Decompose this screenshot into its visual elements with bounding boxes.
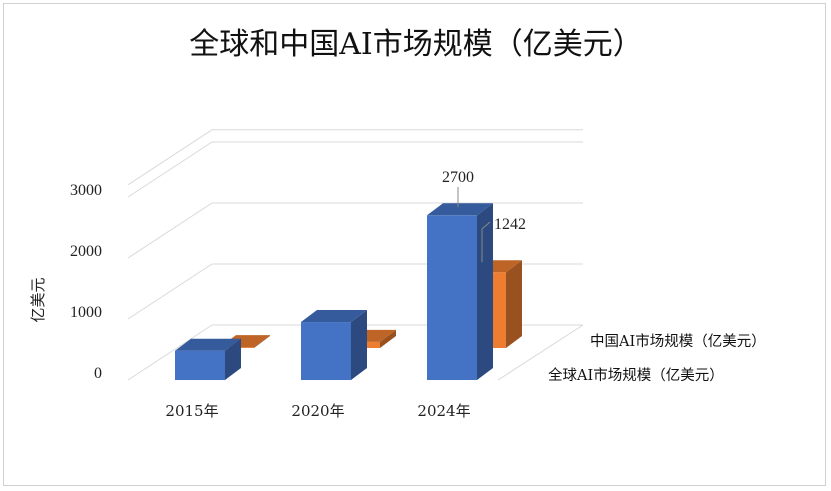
bar-global-0 <box>175 338 241 380</box>
bar-global-1 <box>301 310 367 380</box>
bars <box>175 203 522 380</box>
gridline-diag <box>127 129 213 186</box>
x-category-label: 2024年 <box>417 402 470 420</box>
gridline-diag <box>127 141 213 198</box>
bar-global-1-side <box>351 310 367 380</box>
floor-edge <box>497 324 584 381</box>
y-tick-label: 3000 <box>70 182 102 199</box>
gridline-diag <box>127 202 213 259</box>
data-label-china-2024: 1242 <box>494 216 526 233</box>
chart-title: 全球和中国AI市场规模（亿美元） <box>189 27 643 62</box>
gridline-diag <box>127 263 213 320</box>
y-tick-label: 2000 <box>70 243 102 260</box>
bar-global-0-front <box>175 350 225 380</box>
data-label-global-2024: 2700 <box>442 169 474 186</box>
bar-china-0-side <box>254 335 270 348</box>
bar-china-1-side <box>380 329 396 348</box>
data-labels: 2700 1242 <box>442 169 526 263</box>
x-category-label: 2020年 <box>291 402 344 420</box>
bar-global-0-top <box>175 338 241 351</box>
leader-line-china <box>481 221 491 263</box>
bar-global-0-side <box>225 338 241 380</box>
gridlines <box>127 129 584 381</box>
bar-global-2 <box>427 203 493 380</box>
x-category-label: 2015年 <box>165 402 218 420</box>
y-axis-ticks: 0 1000 2000 3000 <box>70 182 102 382</box>
bar-global-1-top <box>301 310 367 323</box>
gridline-diag <box>127 324 213 381</box>
series-labels: 中国AI市场规模（亿美元） 全球AI市场规模（亿美元） <box>548 333 766 384</box>
series-label-global: 全球AI市场规模（亿美元） <box>548 366 724 384</box>
x-axis-categories: 2015年 2020年 2024年 <box>165 402 470 420</box>
chart-frame <box>3 3 826 486</box>
y-tick-label: 1000 <box>70 304 102 321</box>
bar-china-2-side <box>506 260 522 348</box>
y-axis-label: 亿美元 <box>29 277 47 322</box>
bar-global-2-top <box>427 203 493 216</box>
series-label-china: 中国AI市场规模（亿美元） <box>590 333 766 350</box>
bar-global-2-front <box>427 215 477 380</box>
bar-global-1-front <box>301 322 351 380</box>
bar-global-2-side <box>477 203 493 380</box>
y-tick-label: 0 <box>94 365 102 382</box>
